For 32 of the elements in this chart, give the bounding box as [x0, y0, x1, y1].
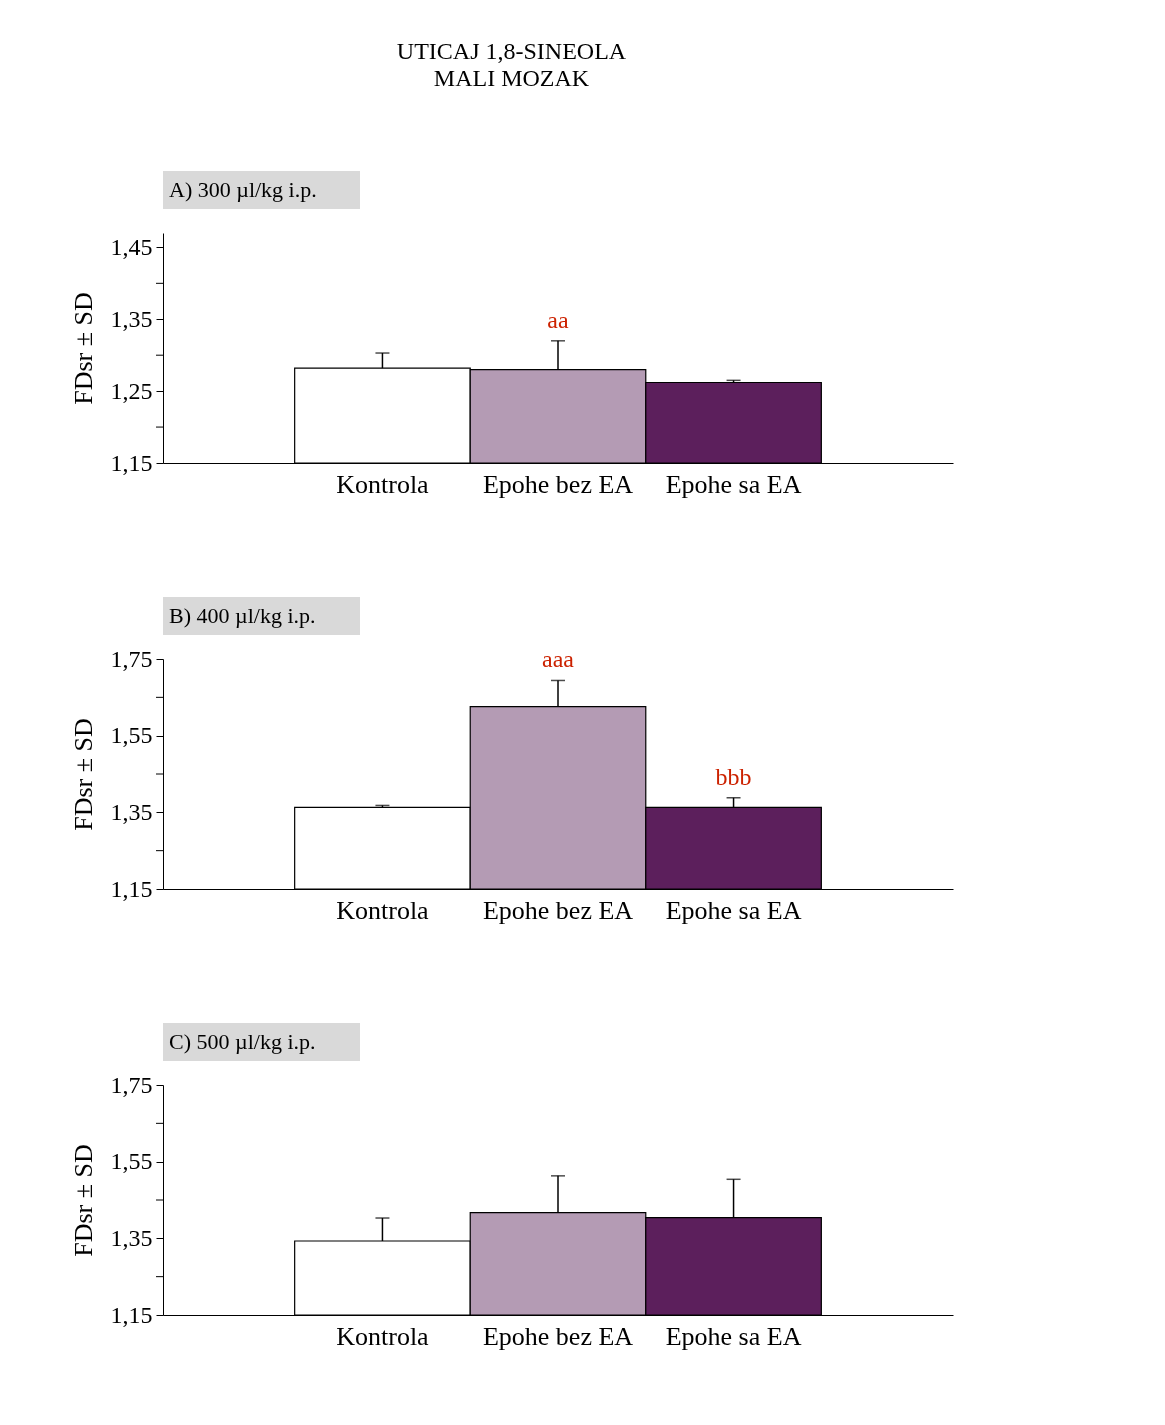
x-tick-label: Epohe bez EA — [482, 1321, 634, 1351]
y-tick-label: 1,75 — [110, 645, 153, 672]
y-tick-label: 1,25 — [110, 377, 153, 404]
x-tick-label: Kontrola — [336, 895, 430, 925]
y-tick-label: 1,15 — [110, 449, 153, 476]
y-tick-label: 1,35 — [110, 305, 153, 332]
x-tick-label: Epohe sa EA — [665, 1321, 802, 1351]
y-tick-label: 1,15 — [110, 875, 153, 902]
y-tick-label: 1,55 — [110, 722, 153, 749]
y-tick-label: 1,35 — [110, 798, 153, 825]
y-axis-title: FDsr ± SD — [68, 292, 98, 405]
x-tick-label: Epohe sa EA — [665, 895, 802, 925]
y-tick-label: 1,15 — [110, 1301, 153, 1328]
x-tick-label: Epohe sa EA — [665, 469, 802, 499]
x-tick-label: Kontrola — [336, 469, 430, 499]
annotation: aaa — [542, 646, 575, 673]
y-tick-label: 1,35 — [110, 1224, 153, 1251]
y-axis-title: FDsr ± SD — [68, 1144, 98, 1257]
chart-title: UTICAJ 1,8-SINEOLA — [396, 38, 627, 64]
text: A) 300 µl/kg i.p. — [169, 177, 317, 202]
y-axis-title: FDsr ± SD — [68, 718, 98, 831]
annotation: aa — [547, 306, 569, 333]
text: C) 500 µl/kg i.p. — [169, 1029, 316, 1054]
x-tick-label: Epohe bez EA — [482, 469, 634, 499]
x-tick-label: Epohe bez EA — [482, 895, 634, 925]
x-tick-label: Kontrola — [336, 1321, 430, 1351]
y-tick-label: 1,55 — [110, 1148, 153, 1175]
y-tick-label: 1,75 — [110, 1071, 153, 1098]
text: B) 400 µl/kg i.p. — [169, 603, 316, 628]
y-tick-label: 1,45 — [110, 233, 153, 260]
annotation: bbb — [715, 763, 752, 790]
chart-subtitle: MALI MOZAK — [433, 65, 590, 91]
